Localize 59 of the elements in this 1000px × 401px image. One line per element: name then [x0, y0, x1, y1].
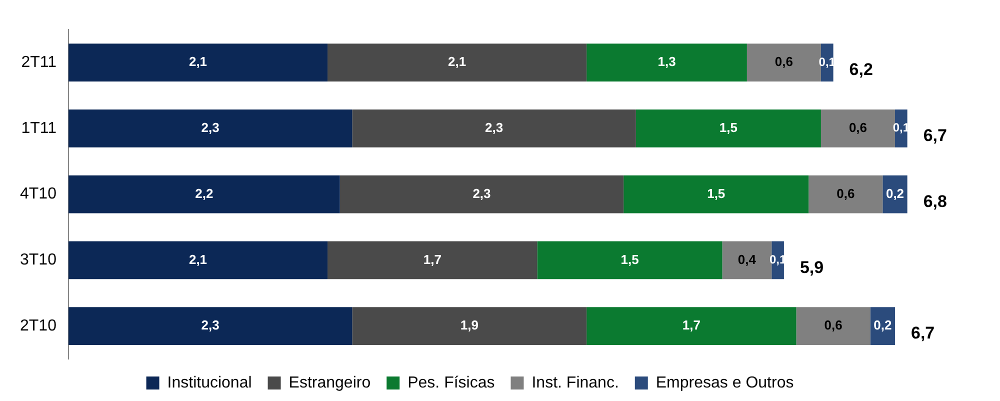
- total-label: 6,7: [910, 324, 935, 343]
- data-label: 0,2: [886, 186, 904, 201]
- legend-label: Inst. Financ.: [532, 374, 619, 392]
- bar: [722, 241, 772, 280]
- data-label: 1,5: [620, 252, 639, 267]
- y-tick-label: 1T11: [21, 120, 57, 137]
- bar: [537, 241, 722, 280]
- bar: [882, 175, 908, 214]
- bar: [68, 44, 328, 82]
- y-tick-label: 2T11: [21, 54, 57, 71]
- bar: [328, 241, 538, 280]
- total-label: 6,2: [849, 60, 873, 80]
- data-label: 2,2: [195, 186, 214, 201]
- y-tick-label: 2T10: [20, 317, 57, 334]
- data-label: 1,5: [707, 186, 726, 201]
- total-label: 5,9: [800, 258, 824, 277]
- data-label: 2,3: [201, 318, 220, 333]
- legend-label: Empresas e Outros: [656, 374, 794, 392]
- bar: [624, 175, 809, 214]
- bar: [352, 307, 587, 345]
- data-label: 2,3: [485, 120, 504, 135]
- data-label: 1,3: [658, 54, 676, 70]
- legend-label: Pes. Físicas: [408, 374, 495, 392]
- data-label: 2,3: [472, 186, 491, 201]
- data-label: 1,9: [460, 318, 478, 333]
- bar: [328, 44, 587, 82]
- total-label: 6,7: [923, 126, 947, 146]
- bar: [746, 44, 821, 82]
- y-tick-label: 3T10: [20, 252, 57, 269]
- bar: [820, 110, 895, 148]
- y-tick-label: 4T10: [20, 186, 57, 203]
- bar: [68, 241, 328, 280]
- bar: [68, 307, 352, 345]
- bar: [68, 110, 352, 148]
- data-label: 1,7: [682, 318, 700, 333]
- bar: [796, 307, 870, 345]
- data-label: 0,6: [824, 318, 842, 333]
- bar: [68, 175, 340, 214]
- bar: [808, 175, 883, 214]
- bar: [352, 110, 636, 148]
- data-label: 2,1: [188, 252, 208, 267]
- data-label: 0,6: [774, 54, 794, 70]
- data-label: 1,5: [719, 120, 738, 135]
- bar: [586, 44, 747, 82]
- data-label: 2,1: [188, 54, 208, 70]
- bar: [636, 110, 821, 148]
- data-label: 0,6: [836, 186, 855, 201]
- data-label: 2,1: [448, 54, 466, 70]
- legend-label: Estrangeiro: [288, 374, 371, 392]
- bar: [586, 307, 796, 345]
- legend-label: Institucional: [167, 374, 252, 392]
- data-label: 0,6: [848, 120, 868, 135]
- total-label: 6,8: [923, 192, 947, 211]
- data-label: 1,7: [423, 252, 442, 267]
- data-label: 0,2: [874, 318, 892, 333]
- data-label: 2,3: [201, 120, 220, 135]
- data-label: 0,4: [738, 252, 757, 267]
- bar: [870, 307, 895, 345]
- bar: [340, 175, 624, 214]
